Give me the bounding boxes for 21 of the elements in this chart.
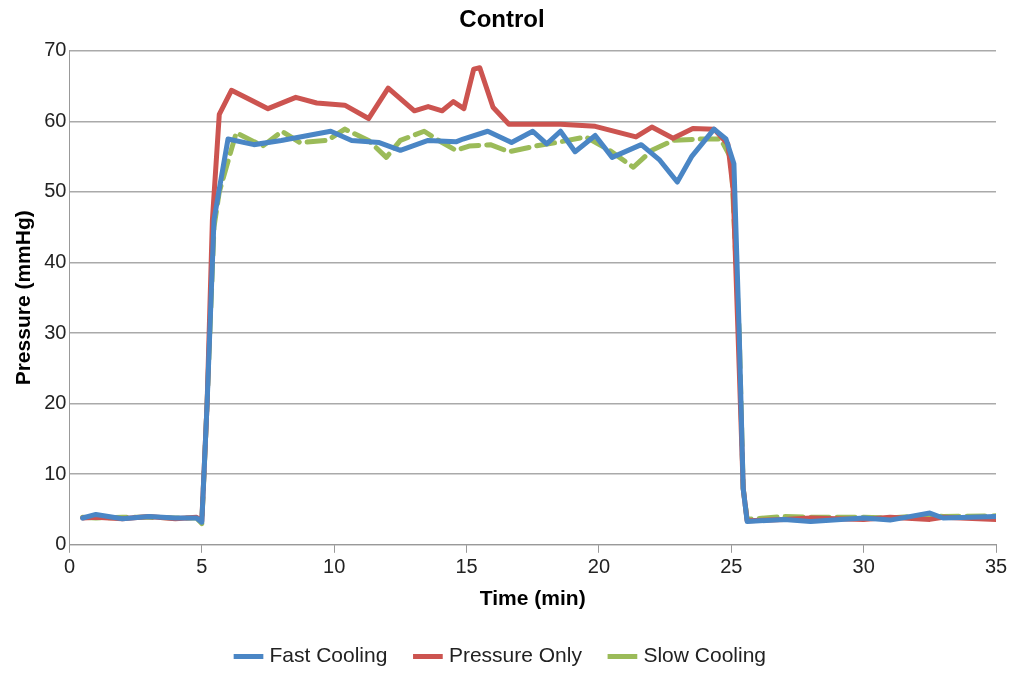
y-tick-label: 0 <box>55 532 67 555</box>
legend-label: Slow Cooling <box>643 643 767 667</box>
legend-label: Fast Cooling <box>269 643 388 667</box>
x-axis-title: Time (min) <box>479 586 586 610</box>
y-tick-label: 40 <box>44 250 67 273</box>
x-tick-label: 20 <box>587 555 611 578</box>
x-tick-label: 25 <box>720 555 743 578</box>
x-tick-label: 35 <box>984 555 1008 578</box>
x-tick-label: 10 <box>323 555 346 578</box>
x-tick-label: 30 <box>852 555 875 578</box>
y-axis-title: Pressure (mmHg) <box>11 210 35 386</box>
y-tick-label: 60 <box>44 108 67 131</box>
y-tick-label: 50 <box>44 179 67 202</box>
x-tick-label: 5 <box>196 555 208 578</box>
y-tick-label: 30 <box>44 320 67 343</box>
y-tick-label: 20 <box>44 391 67 414</box>
x-tick-label: 15 <box>455 555 478 578</box>
y-tick-label: 70 <box>44 38 67 61</box>
chart-title: Control <box>459 5 545 33</box>
legend-label: Pressure Only <box>448 643 583 667</box>
y-tick-label: 10 <box>44 461 67 484</box>
